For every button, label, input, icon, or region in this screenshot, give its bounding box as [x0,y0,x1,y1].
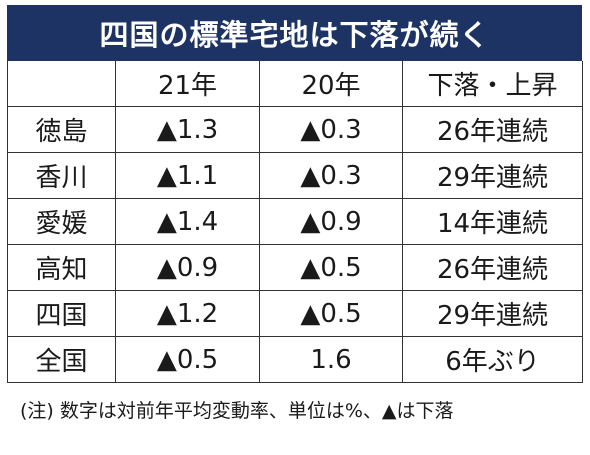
region-cell: 香川 [7,152,116,199]
value-21-cell: ▲1.1 [115,152,260,199]
table-container: 四国の標準宅地は下落が続く 21年 20年 下落・上昇 徳島 ▲1.3 ▲0.3… [7,5,583,383]
value-20-cell: ▲0.9 [259,198,403,245]
table-row: 香川 ▲1.1 ▲0.3 29年連続 [7,152,583,199]
value-20-cell: ▲0.3 [259,106,403,153]
value-21-cell: ▲1.2 [115,290,260,337]
header-cell-21: 21年 [115,61,260,107]
value-20-cell: 1.6 [259,336,403,383]
value-20-cell: ▲0.5 [259,290,403,337]
value-21-cell: ▲1.3 [115,106,260,153]
value-20-cell: ▲0.5 [259,244,403,291]
header-row: 21年 20年 下落・上昇 [7,61,583,107]
region-cell: 愛媛 [7,198,116,245]
trend-cell: 29年連続 [402,290,583,337]
region-cell: 四国 [7,290,116,337]
trend-cell: 26年連続 [402,106,583,153]
table-row: 高知 ▲0.9 ▲0.5 26年連続 [7,244,583,291]
header-cell-trend: 下落・上昇 [402,61,583,107]
trend-cell: 29年連続 [402,152,583,199]
value-21-cell: ▲0.5 [115,336,260,383]
table-title: 四国の標準宅地は下落が続く [7,5,582,61]
value-21-cell: ▲1.4 [115,198,260,245]
value-21-cell: ▲0.9 [115,244,260,291]
data-table: 21年 20年 下落・上昇 徳島 ▲1.3 ▲0.3 26年連続 香川 ▲1.1… [7,61,583,383]
trend-cell: 6年ぶり [402,336,583,383]
trend-cell: 26年連続 [402,244,583,291]
header-cell-region [7,61,116,107]
table-row: 全国 ▲0.5 1.6 6年ぶり [7,336,583,383]
table-row: 愛媛 ▲1.4 ▲0.9 14年連続 [7,198,583,245]
region-cell: 徳島 [7,106,116,153]
region-cell: 高知 [7,244,116,291]
region-cell: 全国 [7,336,116,383]
value-20-cell: ▲0.3 [259,152,403,199]
trend-cell: 14年連続 [402,198,583,245]
header-cell-20: 20年 [259,61,403,107]
footnote: (注) 数字は対前年平均変動率、単位は%、▲は下落 [20,400,454,422]
table-row: 徳島 ▲1.3 ▲0.3 26年連続 [7,106,583,153]
table-row: 四国 ▲1.2 ▲0.5 29年連続 [7,290,583,337]
